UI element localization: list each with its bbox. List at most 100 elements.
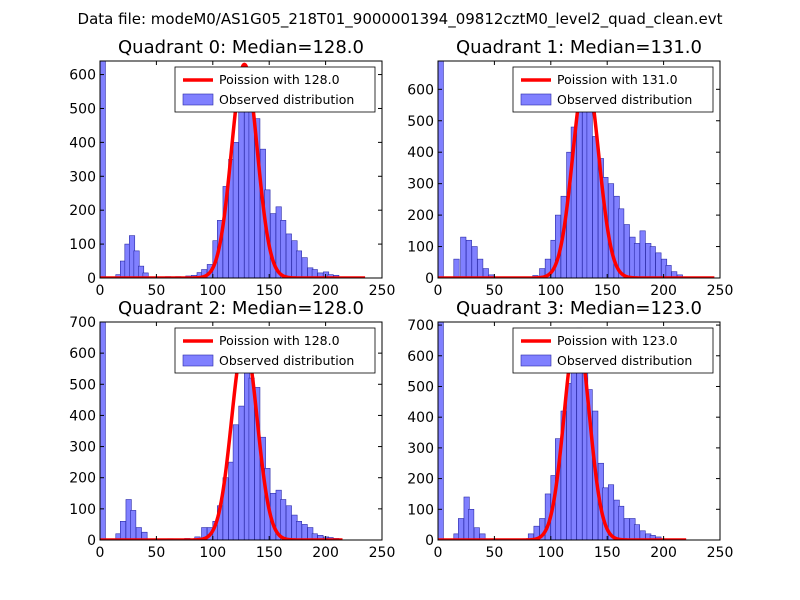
quadrant-0-panel: Quadrant 0: Median=128.0 0 50 100 150 200 250 0… — [69, 37, 395, 299]
quadrant-2-ytick-label: 300 — [69, 440, 96, 456]
quadrant-0-bars — [100, 61, 367, 278]
quadrant-1-xtick-label: 250 — [707, 283, 734, 299]
quadrant-0-title: Quadrant 0: Median=128.0 — [118, 37, 364, 58]
quadrant-1-bar — [665, 265, 672, 278]
quadrant-1-ytick-label: 200 — [407, 208, 434, 224]
quadrant-2-axes-frame — [99, 321, 383, 541]
quadrant-0-xtick-label: 200 — [312, 283, 339, 299]
quadrant-2-bar — [135, 527, 142, 540]
quadrant-0-xtick-label: 150 — [256, 283, 283, 299]
quadrant-1-bars — [438, 61, 716, 278]
quadrant-3-xtick-label: 0 — [434, 545, 443, 561]
quadrant-2-bar — [130, 510, 137, 540]
quadrant-2-ytick-label: 700 — [69, 315, 96, 331]
quadrant-0-bar — [100, 61, 106, 278]
quadrant-0-legend-observed-label: Observed distribution — [219, 92, 354, 107]
quadrant-1-legend-poisson-label: Poission with 131.0 — [557, 72, 678, 87]
quadrant-1-ytick-label: 300 — [407, 177, 434, 193]
quadrant-3-bars — [438, 322, 688, 540]
quadrant-1-bar — [633, 243, 640, 278]
quadrant-2-legend-bar-swatch — [182, 354, 214, 367]
quadrant-2-xtick-label: 250 — [369, 545, 396, 561]
quadrant-2-legend-observed-label: Observed distribution — [219, 353, 354, 368]
quadrant-0-bar — [232, 142, 239, 278]
quadrant-0-bar — [301, 257, 308, 278]
quadrant-1-bar — [623, 224, 630, 278]
quadrant-2-ytick-label: 500 — [69, 377, 96, 393]
quadrant-3-ytick-label: 400 — [407, 410, 434, 426]
quadrant-3-ytick-label: 200 — [407, 472, 434, 488]
quadrant-1-poisson-line — [438, 71, 716, 278]
quadrant-1-bar — [460, 236, 467, 278]
quadrant-0-axes-frame — [99, 60, 383, 279]
quadrant-2-xtick-label: 0 — [96, 545, 105, 561]
quadrant-2-bar — [295, 521, 302, 540]
quadrant-3-legend: Poission with 123.0 Observed distribution — [512, 327, 714, 374]
quadrant-0-legend: Poission with 128.0 Observed distribution — [174, 66, 376, 113]
quadrant-0-ytick-label: 100 — [69, 237, 96, 253]
quadrant-0-ytick-label: 200 — [69, 203, 96, 219]
quadrant-2-title: Quadrant 2: Median=128.0 — [118, 298, 364, 319]
quadrant-3-poisson-line — [438, 329, 688, 540]
quadrant-3-ytick-label: 600 — [407, 349, 434, 365]
quadrant-1-bar — [586, 92, 593, 278]
quadrant-1-xtick-label: 150 — [594, 283, 621, 299]
quadrant-1-bar — [438, 61, 444, 278]
quadrant-1-bar — [618, 208, 625, 278]
quadrant-1-legend-bar-swatch — [520, 93, 552, 106]
quadrant-0-legend-poisson-label: Poission with 128.0 — [219, 72, 340, 87]
quadrant-0-bar — [138, 265, 145, 278]
quadrant-3-xtick-label: 250 — [707, 545, 734, 561]
quadrant-0-ytick-label: 500 — [69, 101, 96, 117]
quadrant-1-bar — [655, 252, 662, 278]
quadrant-3-bar — [618, 505, 625, 540]
quadrant-2-bars — [100, 322, 344, 540]
quadrant-3-ytick-label: 300 — [407, 441, 434, 457]
quadrant-1-title: Quadrant 1: Median=131.0 — [456, 37, 702, 58]
quadrant-3-title: Quadrant 3: Median=123.0 — [456, 298, 702, 319]
quadrant-0-ytick-label: 0 — [87, 271, 96, 287]
quadrant-2-xtick-label: 150 — [256, 545, 283, 561]
quadrant-1-xtick-label: 200 — [650, 283, 677, 299]
quadrant-2-bar — [100, 322, 106, 540]
quadrant-2-panel: Quadrant 2: Median=128.0 0 50 100 150 200 250 0… — [69, 298, 395, 561]
quadrant-2-xtick-label: 50 — [147, 545, 165, 561]
quadrant-3-bar — [633, 524, 640, 540]
quadrant-2-legend: Poission with 128.0 Observed distribution — [174, 327, 376, 374]
quadrant-2-bar — [280, 499, 287, 540]
quadrant-0-poisson-line — [100, 62, 367, 278]
quadrant-2-ytick-label: 400 — [69, 408, 96, 424]
quadrant-1-bar — [576, 101, 583, 278]
quadrant-2-bar — [238, 405, 245, 540]
quadrant-2-xtick-label: 200 — [312, 545, 339, 561]
quadrant-3-ytick-label: 0 — [425, 533, 434, 549]
quadrant-1-ytick-label: 500 — [407, 114, 434, 130]
quadrant-3-ytick-label: 700 — [407, 318, 434, 334]
quadrant-0-ytick-label: 600 — [69, 68, 96, 84]
quadrant-1-ytick-label: 600 — [407, 82, 434, 98]
quadrant-1-bar — [477, 258, 484, 278]
quadrant-1-bar — [465, 239, 472, 278]
quadrant-1-bar — [471, 246, 478, 278]
quadrant-0-xtick-label: 50 — [147, 283, 165, 299]
quadrant-0-bar — [295, 250, 302, 278]
quadrant-1-axes-frame — [437, 60, 721, 279]
quadrant-3-bar — [468, 508, 475, 540]
quadrant-3-legend-poisson-label: Poission with 123.0 — [557, 333, 678, 348]
quadrant-3-panel: Quadrant 3: Median=123.0 0 50 100 150 200 250 0… — [407, 298, 733, 561]
quadrant-1-legend-observed-label: Observed distribution — [557, 92, 692, 107]
quadrant-3-ytick-label: 100 — [407, 502, 434, 518]
quadrant-3-bar — [438, 322, 444, 540]
quadrant-1-ytick-label: 100 — [407, 240, 434, 256]
quadrant-2-bar — [141, 531, 148, 540]
quadrant-1-ytick-label: 400 — [407, 145, 434, 161]
quadrant-0-bar — [133, 250, 140, 278]
quadrant-3-axes-frame — [437, 321, 721, 541]
figure-title: Data file: modeM0/AS1G05_218T01_90000013… — [78, 10, 723, 29]
quadrant-3-xtick-label: 150 — [594, 545, 621, 561]
quadrant-0-xtick-label: 250 — [369, 283, 396, 299]
quadrant-2-bar — [301, 524, 308, 540]
quadrant-0-xtick-label: 0 — [96, 283, 105, 299]
quadrant-1-bar — [592, 136, 599, 278]
